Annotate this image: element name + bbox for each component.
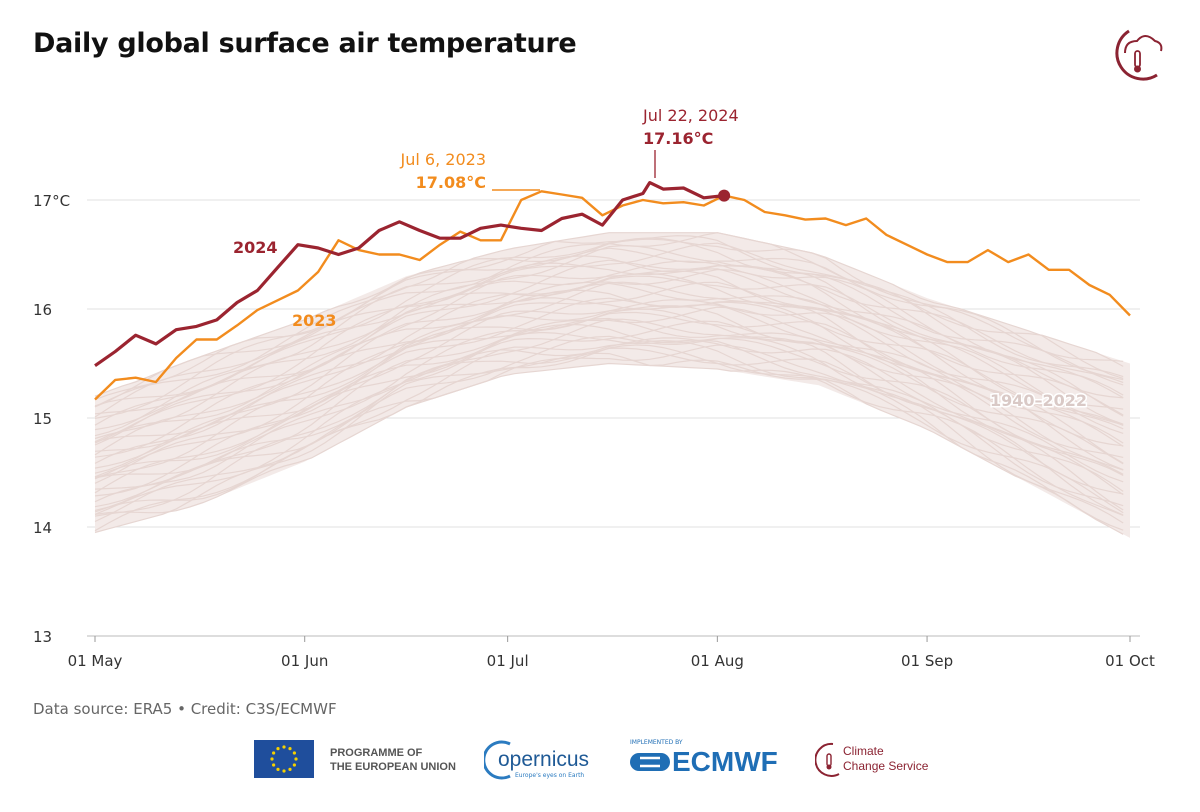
series-label-2024: 2024	[233, 238, 278, 257]
c3s-logo-icon	[1115, 29, 1163, 81]
historical-year-line	[94, 331, 1124, 515]
x-tick-label: 01 Aug	[691, 652, 744, 670]
annotation-2024-date: Jul 22, 2024	[642, 106, 739, 125]
x-tick-label: 01 May	[68, 652, 123, 670]
series-label-historical: 1940–2022	[990, 391, 1087, 410]
ecmwf-logo: ECMWF	[672, 746, 778, 777]
eu-star-icon	[292, 751, 296, 755]
eu-star-icon	[288, 767, 292, 771]
eu-line1: PROGRAMME OF	[330, 747, 423, 759]
eu-star-icon	[276, 747, 280, 751]
y-tick-label: 17°C	[33, 192, 70, 210]
logos: PROGRAMME OF THE EUROPEAN UNION opernicu…	[0, 738, 1200, 782]
historical-year-line	[94, 247, 1124, 419]
historical-year-line	[94, 237, 1124, 407]
ecmwf-mark-icon	[630, 753, 670, 771]
eu-star-icon	[282, 745, 286, 749]
eu-star-icon	[292, 763, 296, 767]
data-source: Data source: ERA5 • Credit: C3S/ECMWF	[33, 700, 337, 718]
historical-year-line	[94, 297, 1124, 469]
historical-year-line	[94, 289, 1124, 474]
eu-star-icon	[272, 751, 276, 755]
historical-year-line	[94, 270, 1124, 443]
historical-year-line	[94, 238, 1124, 401]
historical-year-line	[94, 308, 1124, 483]
eu-star-icon	[282, 769, 286, 773]
eu-star-icon	[272, 763, 276, 767]
c3s-line1: Climate	[843, 744, 884, 758]
c3s-line2: Change Service	[843, 759, 929, 773]
historical-year-line	[94, 232, 1124, 397]
eu-star-icon	[276, 767, 280, 771]
eu-star-icon	[288, 747, 292, 751]
y-tick-label: 13	[33, 628, 52, 646]
x-tick-label: 01 Oct	[1105, 652, 1155, 670]
historical-year-line	[94, 318, 1124, 495]
x-tick-label: 01 Sep	[901, 652, 953, 670]
y-tick-label: 16	[33, 301, 52, 319]
series-2024-end-point	[718, 189, 731, 202]
historical-year-line	[94, 272, 1124, 443]
eu-star-icon	[270, 757, 274, 761]
copernicus-logo: opernicus	[498, 748, 590, 771]
historical-year-line	[94, 255, 1124, 437]
y-tick-label: 14	[33, 519, 52, 537]
copernicus-arc-icon	[484, 740, 511, 780]
historical-year-line	[94, 352, 1124, 534]
c3s-logo: Climate Change Service	[843, 744, 928, 774]
eu-programme-logo: PROGRAMME OF THE EUROPEAN UNION	[330, 746, 456, 774]
c3s-small-icon	[815, 742, 840, 777]
ecmwf-implemented: IMPLEMENTED BY	[630, 739, 683, 746]
historical-year-line	[94, 235, 1124, 408]
copernicus-tagline: Europe's eyes on Earth	[515, 772, 585, 779]
historical-year-line	[94, 344, 1124, 524]
annotation-2024-value: 17.16°C	[643, 129, 713, 148]
historical-year-line	[94, 281, 1124, 456]
series-label-2023: 2023	[292, 311, 337, 330]
historical-year-line	[94, 268, 1124, 446]
historical-year-line	[94, 242, 1124, 418]
eu-line2: THE EUROPEAN UNION	[330, 761, 456, 773]
historical-year-line	[94, 259, 1124, 431]
annotation-2023-value: 17.08°C	[416, 173, 486, 192]
y-tick-label: 15	[33, 410, 52, 428]
x-tick-label: 01 Jun	[281, 652, 328, 670]
historical-year-line	[94, 306, 1124, 484]
annotation-2023-date: Jul 6, 2023	[400, 150, 486, 169]
eu-flag-icon	[254, 740, 314, 778]
chart-title: Daily global surface air temperature	[33, 28, 577, 59]
historical-year-line	[94, 323, 1124, 511]
series-line-2024	[94, 181, 725, 368]
eu-star-icon	[294, 757, 298, 761]
historical-year-line	[94, 339, 1124, 514]
x-tick-label: 01 Jul	[487, 652, 529, 670]
